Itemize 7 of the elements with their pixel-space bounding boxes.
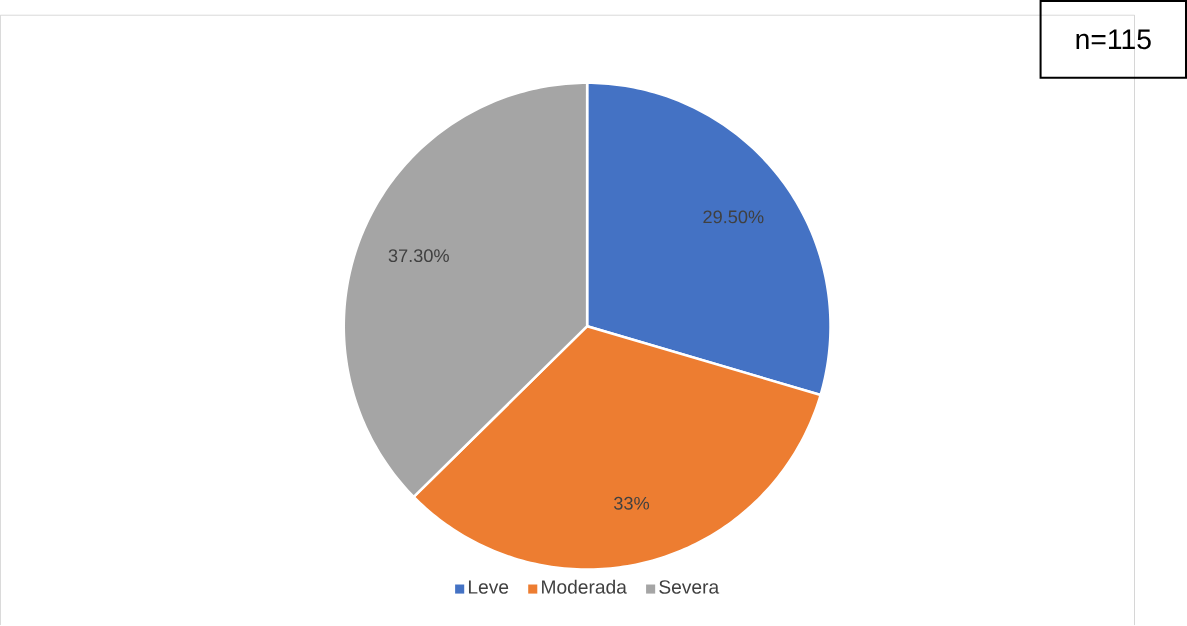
legend-label: Moderada: [542, 579, 627, 595]
text: n=115: [1076, 29, 1151, 50]
legend-label: Severa: [659, 580, 720, 595]
data-label: 37.30%: [388, 249, 449, 263]
legend-label: Leve: [468, 580, 509, 595]
data-label: 33%: [614, 497, 650, 510]
data-label: 29.50%: [703, 210, 764, 224]
